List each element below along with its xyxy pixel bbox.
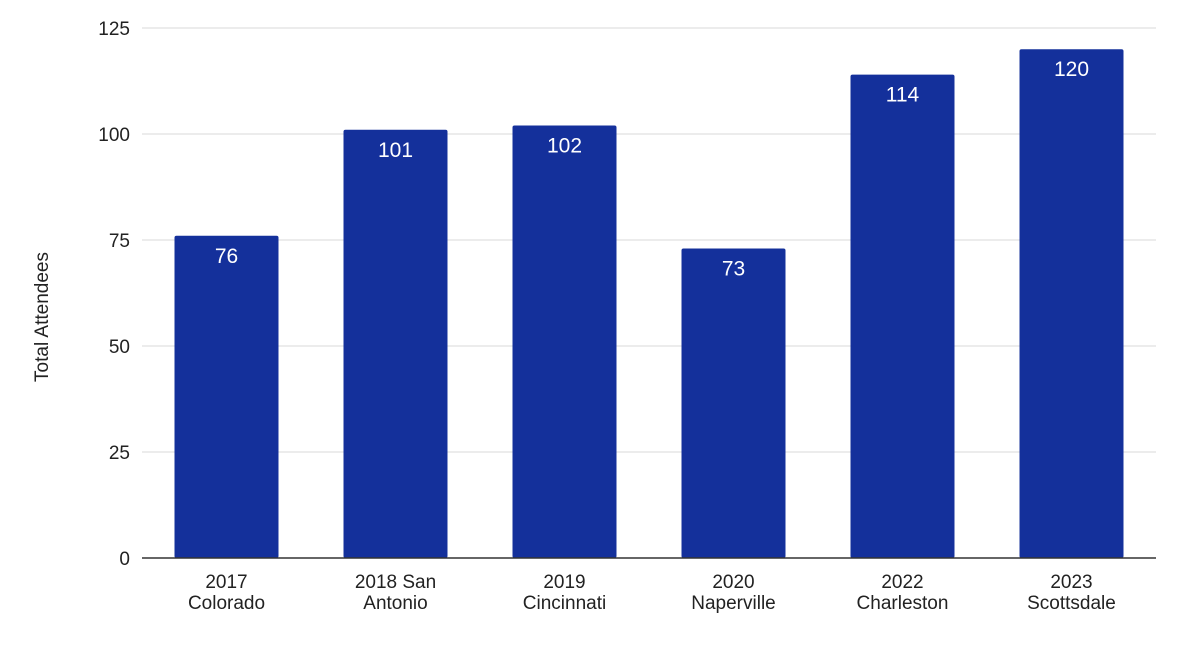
y-tick-label: 125 bbox=[98, 19, 130, 40]
bar bbox=[681, 248, 786, 559]
y-tick-label: 0 bbox=[119, 549, 130, 570]
bar bbox=[850, 74, 955, 558]
y-tick-label: 25 bbox=[109, 443, 130, 464]
bars bbox=[174, 49, 1124, 559]
y-tick-label: 100 bbox=[98, 125, 130, 146]
x-tick-label: 2017 Colorado bbox=[188, 572, 265, 614]
bar-data-label: 76 bbox=[215, 245, 238, 268]
y-tick-label: 50 bbox=[109, 337, 130, 358]
axes: 0 25 50 75 100 125 2017 Colorado 2018 San Antonio… bbox=[98, 19, 1156, 614]
gridlines bbox=[142, 27, 1156, 453]
x-tick-label: 2018 San Antonio bbox=[355, 572, 436, 614]
y-axis-title: Total Attendees bbox=[32, 252, 53, 382]
bar-data-label: 102 bbox=[547, 135, 582, 158]
bar bbox=[174, 235, 279, 558]
bar bbox=[343, 129, 448, 558]
bar-data-label: 101 bbox=[378, 139, 413, 162]
data-labels: 76 101 102 73 114 120 bbox=[215, 58, 1089, 280]
x-tick-label: 2019 Cincinnati bbox=[523, 572, 606, 614]
bar bbox=[1019, 49, 1124, 558]
bar-data-label: 73 bbox=[722, 257, 745, 280]
y-tick-label: 75 bbox=[109, 231, 130, 252]
x-tick-label: 2020 Naperville bbox=[691, 572, 775, 614]
bar-data-label: 114 bbox=[886, 84, 920, 107]
x-tick-label: 2023 Scottsdale bbox=[1027, 572, 1116, 614]
bar-data-label: 120 bbox=[1054, 58, 1089, 81]
x-tick-label: 2022 Charleston bbox=[857, 572, 949, 614]
bar bbox=[512, 125, 617, 559]
